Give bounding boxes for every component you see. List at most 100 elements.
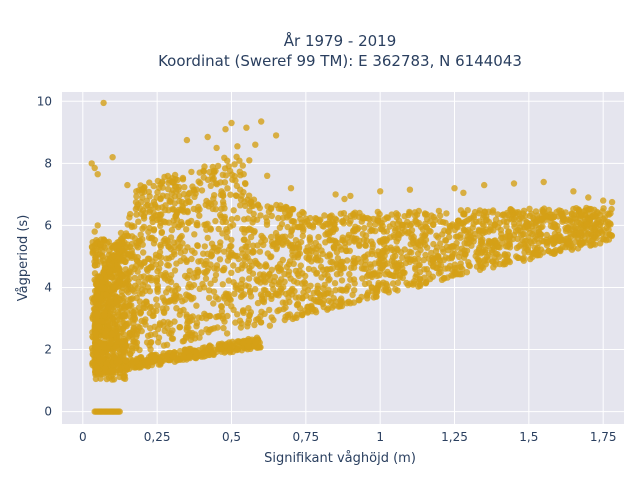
data-point <box>361 224 368 232</box>
data-point <box>178 218 185 226</box>
data-point <box>239 292 246 299</box>
data-point <box>167 198 174 206</box>
data-point <box>119 352 126 360</box>
data-point <box>155 339 162 346</box>
data-point <box>250 229 258 236</box>
data-point <box>405 228 412 236</box>
data-point <box>372 227 379 235</box>
data-point <box>380 279 387 286</box>
data-point <box>131 274 139 282</box>
data-point <box>224 185 231 192</box>
data-point <box>449 242 456 250</box>
data-point <box>503 223 510 230</box>
data-point <box>451 261 458 268</box>
data-point <box>117 229 125 237</box>
data-point <box>494 243 501 250</box>
data-point <box>550 240 557 248</box>
data-point <box>340 210 348 217</box>
data-point <box>154 302 161 309</box>
data-point <box>286 258 294 265</box>
data-point <box>130 320 137 327</box>
data-point <box>482 246 489 254</box>
data-point <box>91 262 99 269</box>
data-point <box>179 174 187 182</box>
data-point <box>286 311 294 318</box>
data-point <box>312 215 319 222</box>
data-point <box>118 288 126 295</box>
data-point <box>137 263 144 270</box>
data-point <box>245 317 252 324</box>
data-point <box>451 185 458 192</box>
data-point <box>171 318 178 325</box>
data-point <box>146 179 153 186</box>
data-point <box>246 157 253 164</box>
data-point <box>459 266 466 273</box>
chart-title-line2: Koordinat (Sweref 99 TM): E 362783, N 61… <box>158 52 522 70</box>
data-point <box>338 262 345 270</box>
data-point <box>133 357 140 364</box>
data-point <box>159 192 166 199</box>
data-point <box>95 323 103 330</box>
data-point <box>445 228 452 235</box>
data-point <box>470 234 478 242</box>
data-point <box>587 230 594 237</box>
data-point <box>420 256 427 264</box>
data-point <box>476 207 484 214</box>
data-point <box>155 265 163 272</box>
data-point <box>244 248 252 255</box>
data-point <box>435 207 443 215</box>
data-point <box>123 287 130 294</box>
data-point <box>529 230 536 238</box>
data-point <box>370 294 377 301</box>
data-point <box>317 263 325 271</box>
data-point <box>608 205 615 213</box>
data-point <box>519 231 526 238</box>
data-point <box>544 238 551 245</box>
data-point <box>266 270 273 278</box>
data-point <box>266 322 274 329</box>
x-tick-label: 1,75 <box>590 430 617 444</box>
data-point <box>232 319 239 326</box>
data-point <box>260 271 267 278</box>
data-point <box>120 312 127 319</box>
data-point <box>385 286 392 293</box>
data-point <box>303 248 311 255</box>
data-point <box>201 261 208 268</box>
data-point <box>199 280 206 288</box>
data-point <box>116 278 123 286</box>
data-point <box>292 294 299 301</box>
data-point <box>351 259 359 266</box>
data-point <box>106 321 113 329</box>
data-point <box>521 240 528 247</box>
data-point <box>608 198 616 206</box>
data-point <box>185 272 193 279</box>
data-point <box>193 349 200 356</box>
data-point <box>394 279 402 286</box>
data-point <box>421 241 429 249</box>
data-point <box>535 239 542 246</box>
data-point <box>245 305 252 312</box>
data-point <box>454 217 462 224</box>
data-point <box>230 207 237 214</box>
data-point <box>218 188 225 195</box>
data-point <box>324 272 331 279</box>
data-point <box>126 251 133 258</box>
data-point <box>171 287 179 295</box>
data-point <box>211 192 218 199</box>
data-point <box>253 316 260 324</box>
data-point <box>91 228 98 235</box>
data-point <box>138 317 145 325</box>
data-point <box>181 184 188 191</box>
data-point <box>225 163 232 170</box>
data-point <box>294 250 302 257</box>
data-point <box>534 252 541 259</box>
data-point <box>393 210 400 217</box>
data-point <box>300 225 307 232</box>
data-point <box>130 312 137 319</box>
data-point <box>150 182 157 190</box>
data-point <box>319 222 326 230</box>
data-point <box>287 185 295 192</box>
data-point <box>201 243 208 250</box>
data-point <box>214 248 221 255</box>
data-point <box>324 220 331 228</box>
